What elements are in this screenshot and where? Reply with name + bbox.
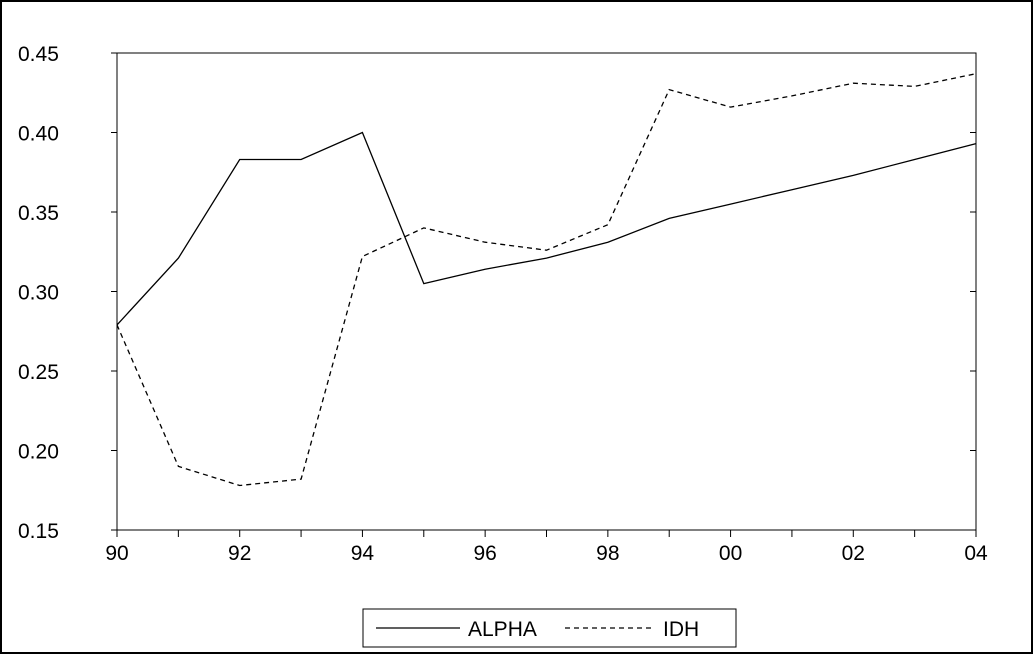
x-tick-label: 96 (473, 542, 496, 565)
x-tick-label: 90 (105, 542, 128, 565)
x-tick-label: 98 (596, 542, 619, 565)
y-tick-label: 0.30 (18, 282, 59, 305)
y-tick-label: 0.40 (18, 123, 59, 146)
x-tick-label: 02 (842, 542, 865, 565)
x-tick-label: 04 (964, 542, 988, 565)
x-tick-label: 94 (351, 542, 375, 565)
y-tick-label: 0.15 (18, 520, 59, 543)
x-tick-label: 92 (228, 542, 251, 565)
plot-area: 0.15 0.20 0.25 0.30 0.35 0.40 0.45 90 92 94 96 98 00… (18, 43, 988, 565)
series-line-idh (116, 73, 977, 487)
series-line-alpha (116, 131, 977, 326)
y-tick-label: 0.35 (18, 202, 59, 225)
x-tick-label: 00 (719, 542, 742, 565)
y-tick-label: 0.20 (18, 441, 59, 464)
legend: ALPHA IDH (362, 608, 737, 648)
legend-label-idh: IDH (663, 618, 699, 641)
legend-label-alpha: ALPHA (468, 618, 537, 641)
y-tick-label: 0.25 (18, 361, 59, 384)
y-tick-label: 0.45 (18, 43, 59, 66)
